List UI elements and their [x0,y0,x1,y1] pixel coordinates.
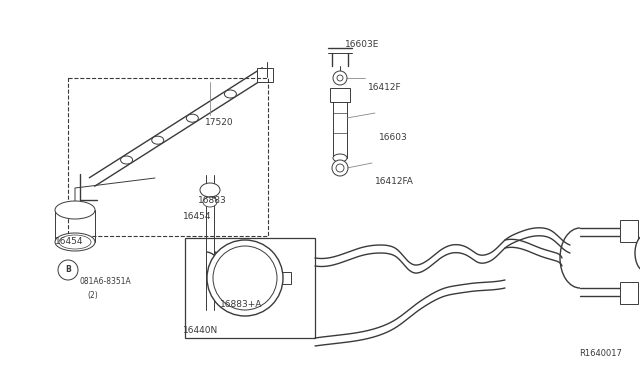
Text: 16603E: 16603E [345,40,380,49]
Text: 16603: 16603 [379,133,408,142]
Text: B: B [65,266,71,275]
Ellipse shape [186,114,198,122]
Circle shape [207,240,283,316]
Ellipse shape [120,156,132,164]
Text: 16883+A: 16883+A [220,300,262,309]
Ellipse shape [635,235,640,271]
Bar [257,68,273,82]
Ellipse shape [55,233,95,251]
Text: 17520: 17520 [205,118,234,127]
Bar [185,238,315,338]
Ellipse shape [200,183,220,197]
Text: 16454: 16454 [183,212,211,221]
Circle shape [58,260,78,280]
Circle shape [332,160,348,176]
Bar [330,88,350,102]
Text: 16440N: 16440N [183,326,218,335]
Text: 16412FA: 16412FA [375,177,414,186]
Circle shape [336,164,344,172]
Ellipse shape [55,201,95,219]
Text: 16454: 16454 [55,237,83,246]
Circle shape [213,246,277,310]
Text: 16883: 16883 [198,196,227,205]
Ellipse shape [225,90,236,98]
Ellipse shape [203,197,217,207]
Bar [620,220,638,242]
Text: (2): (2) [87,291,98,300]
Ellipse shape [152,136,164,144]
Ellipse shape [333,154,347,162]
Text: 081A6-8351A: 081A6-8351A [80,277,132,286]
Circle shape [337,75,343,81]
Bar [68,78,268,236]
Bar [620,282,638,304]
Text: 16412F: 16412F [368,83,402,92]
Text: R1640017: R1640017 [579,349,622,358]
Ellipse shape [59,235,91,249]
Bar [279,272,291,284]
Circle shape [333,71,347,85]
